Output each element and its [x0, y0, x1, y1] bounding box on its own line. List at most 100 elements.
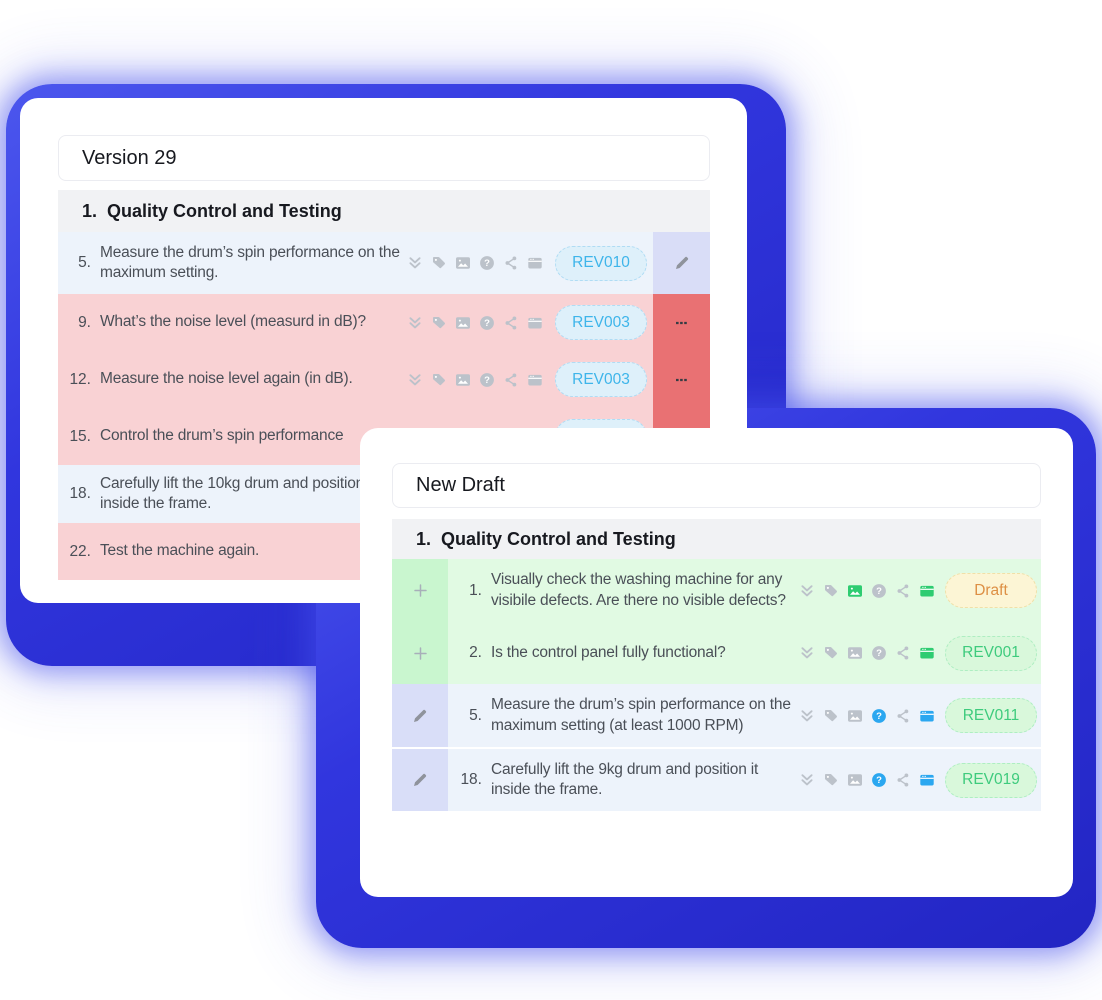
- svg-text:?: ?: [876, 711, 882, 722]
- tag-icon[interactable]: [823, 772, 839, 788]
- step-number: 5.: [78, 254, 91, 271]
- table-row: 5. Measure the drum’s spin performance o…: [392, 684, 1041, 749]
- double-chevron-down-icon[interactable]: [799, 645, 815, 661]
- share-icon[interactable]: [503, 255, 519, 271]
- section-title: Quality Control and Testing: [441, 528, 676, 549]
- row-action-icons: ?: [799, 772, 935, 788]
- edit-action-cell[interactable]: [653, 232, 710, 294]
- step-text: Visually check the washing machine for a…: [491, 571, 786, 609]
- card-icon[interactable]: [919, 708, 935, 724]
- share-icon[interactable]: [503, 372, 519, 388]
- question-icon[interactable]: ?: [479, 315, 495, 331]
- revision-badge[interactable]: REV003: [555, 362, 647, 397]
- step-number: 18.: [69, 485, 91, 502]
- tag-icon[interactable]: [431, 315, 447, 331]
- table-row: 2. Is the control panel fully functional…: [392, 622, 1041, 684]
- table-row: 5. Measure the drum’s spin performance o…: [58, 232, 710, 294]
- card-icon[interactable]: [919, 583, 935, 599]
- step-number: 9.: [78, 313, 91, 331]
- section-number: 1.: [82, 200, 98, 221]
- section-title: Quality Control and Testing: [107, 200, 342, 221]
- image-icon[interactable]: [455, 315, 471, 331]
- svg-text:?: ?: [484, 318, 490, 329]
- svg-text:?: ?: [484, 258, 490, 269]
- step-number: 1.: [469, 581, 482, 599]
- step-text: Carefully lift the 10kg drum and positio…: [100, 474, 376, 512]
- tag-icon[interactable]: [431, 372, 447, 388]
- image-icon[interactable]: [847, 583, 863, 599]
- double-chevron-down-icon[interactable]: [799, 772, 815, 788]
- card-icon[interactable]: [919, 645, 935, 661]
- remove-action-cell[interactable]: [653, 351, 710, 408]
- step-text: Measure the drum’s spin performance on t…: [100, 243, 400, 281]
- share-icon[interactable]: [895, 772, 911, 788]
- step-text: Control the drum’s spin performance: [100, 427, 344, 445]
- svg-text:?: ?: [876, 586, 882, 597]
- question-icon[interactable]: ?: [871, 772, 887, 788]
- question-icon[interactable]: ?: [479, 255, 495, 271]
- card-icon[interactable]: [527, 315, 543, 331]
- plus-icon: [413, 583, 428, 598]
- draft-title: New Draft: [416, 474, 505, 496]
- double-chevron-down-icon[interactable]: [407, 255, 423, 271]
- badge-cell: REV003: [549, 305, 653, 340]
- edit-action-cell[interactable]: [392, 684, 448, 747]
- add-action-cell[interactable]: [392, 622, 448, 684]
- question-icon[interactable]: ?: [479, 372, 495, 388]
- tag-icon[interactable]: [823, 645, 839, 661]
- version-title: Version 29: [82, 146, 177, 169]
- pencil-icon: [411, 771, 429, 789]
- double-chevron-down-icon[interactable]: [407, 372, 423, 388]
- image-icon[interactable]: [847, 708, 863, 724]
- step-text: Measure the noise level again (in dB).: [100, 370, 353, 388]
- tag-icon[interactable]: [823, 708, 839, 724]
- step-text: Test the machine again.: [100, 542, 260, 560]
- question-icon[interactable]: ?: [871, 583, 887, 599]
- image-icon[interactable]: [847, 772, 863, 788]
- remove-action-cell[interactable]: [653, 294, 710, 351]
- share-icon[interactable]: [895, 645, 911, 661]
- double-chevron-down-icon[interactable]: [799, 583, 815, 599]
- revision-badge[interactable]: REV003: [555, 305, 647, 340]
- image-icon[interactable]: [455, 255, 471, 271]
- image-icon[interactable]: [847, 645, 863, 661]
- question-icon[interactable]: ?: [871, 645, 887, 661]
- status-badge[interactable]: Draft: [945, 573, 1037, 608]
- card-icon[interactable]: [527, 255, 543, 271]
- badge-cell: REV019: [941, 762, 1041, 798]
- plus-icon: [413, 646, 428, 661]
- step-number: 18.: [460, 771, 482, 788]
- double-chevron-down-icon[interactable]: [407, 315, 423, 331]
- badge-cell: Draft: [941, 573, 1041, 608]
- question-icon[interactable]: ?: [871, 708, 887, 724]
- row-action-icons: ?: [407, 315, 543, 331]
- remove-dash-icon: [675, 321, 689, 325]
- version-title-box: Version 29: [58, 135, 710, 181]
- share-icon[interactable]: [503, 315, 519, 331]
- step-number: 12.: [69, 370, 91, 388]
- pencil-icon: [673, 254, 691, 272]
- row-action-icons: ?: [799, 645, 935, 661]
- add-action-cell[interactable]: [392, 559, 448, 622]
- row-action-icons: ?: [407, 255, 543, 271]
- step-number: 5.: [469, 706, 482, 724]
- card-icon[interactable]: [527, 372, 543, 388]
- new-draft-card: New Draft 1. Quality Control and Testing…: [360, 428, 1073, 897]
- share-icon[interactable]: [895, 583, 911, 599]
- row-action-icons: ?: [407, 372, 543, 388]
- svg-text:?: ?: [876, 775, 882, 786]
- revision-badge[interactable]: REV011: [945, 698, 1037, 733]
- tag-icon[interactable]: [431, 255, 447, 271]
- card-icon[interactable]: [919, 772, 935, 788]
- share-icon[interactable]: [895, 708, 911, 724]
- revision-badge[interactable]: REV001: [945, 635, 1037, 671]
- revision-badge[interactable]: REV019: [945, 762, 1037, 798]
- image-icon[interactable]: [455, 372, 471, 388]
- tag-icon[interactable]: [823, 583, 839, 599]
- revision-badge[interactable]: REV010: [555, 245, 647, 281]
- edit-action-cell[interactable]: [392, 749, 448, 811]
- section-number: 1.: [416, 528, 432, 549]
- draft-title-box: New Draft: [392, 463, 1041, 508]
- table-row: 12. Measure the noise level again (in dB…: [58, 351, 710, 408]
- double-chevron-down-icon[interactable]: [799, 708, 815, 724]
